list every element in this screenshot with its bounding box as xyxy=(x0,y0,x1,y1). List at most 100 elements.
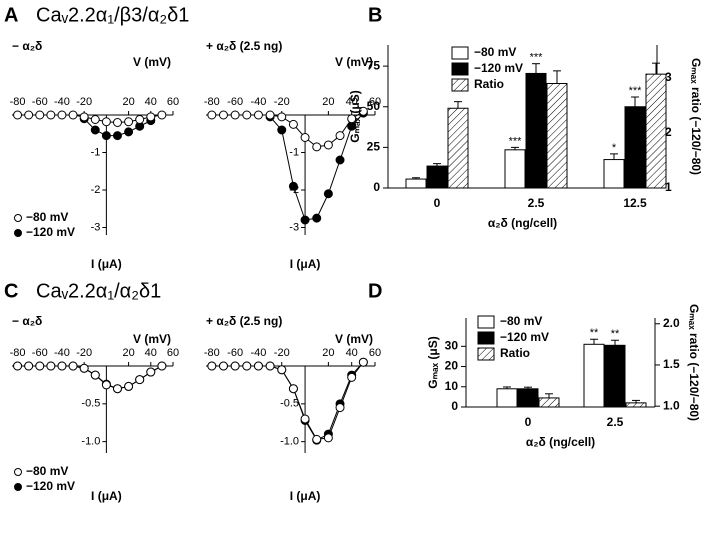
x-tick-label: -20 xyxy=(76,96,92,108)
legend-marker xyxy=(14,229,22,237)
y-tick-label: -3 xyxy=(289,221,299,233)
data-point xyxy=(46,361,56,371)
y-tick-label: 30 xyxy=(445,338,459,352)
x-tick-label: 60 xyxy=(167,347,179,359)
legend-label: −120 mV xyxy=(500,330,549,344)
data-point xyxy=(57,110,67,120)
bar xyxy=(583,343,605,408)
legend-swatch xyxy=(477,315,495,329)
legend-label: −120 mV xyxy=(474,61,523,75)
y-axis-label: Gₘₐₓ (μS) xyxy=(426,336,440,388)
x-tick-label: 40 xyxy=(346,96,358,108)
y-tick-label: -1.0 xyxy=(81,436,100,448)
data-point xyxy=(358,106,368,116)
legend-swatch xyxy=(477,347,495,361)
panel-title: Caᵥ2.2α₁/β3/α₂δ1 xyxy=(36,4,189,26)
y-tick-label: 20 xyxy=(445,359,459,373)
x-tick-label: 60 xyxy=(369,96,381,108)
x-tick-label: 20 xyxy=(322,347,334,359)
data-point xyxy=(24,110,34,120)
data-point xyxy=(207,110,217,120)
data-point xyxy=(135,115,145,124)
data-point xyxy=(312,142,322,152)
data-point xyxy=(112,384,122,394)
x-tick-label: 2.5 xyxy=(528,196,545,210)
legend-swatch xyxy=(451,78,469,92)
x-tick-label: -40 xyxy=(250,347,266,359)
data-point xyxy=(101,380,111,390)
bar xyxy=(538,397,560,408)
y-tick-label: -2 xyxy=(91,184,101,196)
data-point xyxy=(112,131,122,141)
data-point xyxy=(335,155,345,165)
y-tick-label: 0 xyxy=(373,180,380,194)
data-point xyxy=(218,110,228,120)
chart-title: + α₂δ (2.5 ng) xyxy=(206,314,282,328)
data-point xyxy=(157,110,167,120)
data-point xyxy=(323,140,333,150)
y-tick-label: 50 xyxy=(367,99,381,113)
x-tick-label: 40 xyxy=(145,347,157,359)
x-tick-label: -60 xyxy=(227,347,243,359)
y-tick-label: -1 xyxy=(289,146,299,158)
x-tick-label: -20 xyxy=(76,347,92,359)
legend-label: −80 mV xyxy=(474,45,516,59)
data-point xyxy=(35,110,45,120)
legend-marker xyxy=(14,468,22,476)
x-axis-label: α₂δ (ng/cell) xyxy=(488,216,557,230)
x-tick-label: 20 xyxy=(122,347,134,359)
data-point xyxy=(230,110,240,120)
legend-label: −120 mV xyxy=(26,479,75,493)
data-point xyxy=(101,117,111,127)
data-point xyxy=(124,117,134,127)
y2-axis-label: Gₘₐₓ ratio (−120/−80) xyxy=(687,304,701,421)
data-point xyxy=(358,357,368,367)
y-tick-label: 10 xyxy=(445,379,459,393)
panel-letter: B xyxy=(368,4,382,26)
y-axis-label: I (μA) xyxy=(91,257,122,271)
data-point xyxy=(207,361,217,371)
x-tick-label: 60 xyxy=(167,96,179,108)
legend-swatch xyxy=(451,62,469,76)
data-point xyxy=(288,181,298,191)
data-point xyxy=(135,375,145,385)
bar xyxy=(496,388,518,408)
legend-label: Ratio xyxy=(500,346,530,360)
data-point xyxy=(277,125,287,135)
x-tick-label: -20 xyxy=(274,96,290,108)
x-tick-label: 60 xyxy=(369,347,381,359)
data-point xyxy=(68,110,78,120)
legend-label: −80 mV xyxy=(26,464,68,478)
legend-marker xyxy=(14,214,22,222)
y-tick-label: 0 xyxy=(451,399,458,413)
x-axis-label: V (mV) xyxy=(335,332,373,346)
data-point xyxy=(300,414,310,424)
data-point xyxy=(312,213,322,223)
x-tick-label: -80 xyxy=(10,347,26,359)
data-point xyxy=(46,110,56,120)
panel-letter: C xyxy=(4,280,18,302)
y-axis-label: I (μA) xyxy=(91,489,122,503)
data-point xyxy=(323,189,333,199)
y-tick-label: -0.5 xyxy=(81,398,100,410)
x-axis-label: V (mV) xyxy=(133,332,171,346)
bar xyxy=(546,83,568,189)
data-point xyxy=(112,118,122,127)
y-tick-label: -1 xyxy=(91,146,101,158)
panel-title: Caᵥ2.2α₁/α₂δ1 xyxy=(36,280,161,302)
significance: *** xyxy=(530,52,544,64)
significance: *** xyxy=(509,135,523,147)
x-tick-label: -40 xyxy=(54,96,70,108)
data-point xyxy=(124,127,134,137)
x-tick-label: 0 xyxy=(434,196,441,210)
bar xyxy=(604,344,626,408)
data-point xyxy=(68,361,78,371)
data-point xyxy=(57,361,67,371)
x-axis-label: α₂δ (ng/cell) xyxy=(526,435,595,449)
data-point xyxy=(335,403,345,413)
data-point xyxy=(300,133,310,142)
data-point xyxy=(230,361,240,371)
data-point xyxy=(288,119,298,129)
y2-tick-label: 3 xyxy=(665,70,672,84)
